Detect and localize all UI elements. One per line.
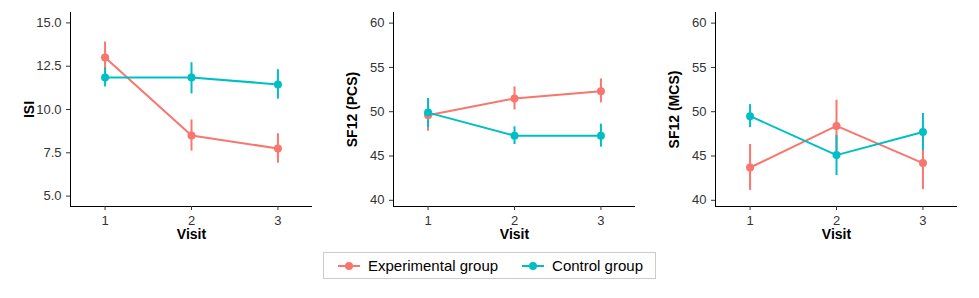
svg-text:SF12 (PCS): SF12 (PCS) (344, 72, 360, 147)
svg-text:60: 60 (692, 15, 706, 30)
svg-text:55: 55 (370, 60, 384, 75)
svg-text:12.5: 12.5 (36, 58, 61, 73)
svg-text:Visit: Visit (177, 226, 207, 242)
svg-text:1: 1 (424, 213, 431, 228)
svg-text:7.5: 7.5 (43, 145, 61, 160)
svg-text:50: 50 (370, 104, 384, 119)
svg-text:SF12 (MCS): SF12 (MCS) (666, 71, 682, 149)
svg-text:1: 1 (101, 213, 108, 228)
html-text:Experimental group: Experimental group (368, 257, 499, 274)
svg-text:3: 3 (274, 213, 281, 228)
svg-text:2: 2 (510, 212, 518, 228)
svg-text:3: 3 (597, 213, 604, 228)
svg-text:3: 3 (919, 213, 926, 228)
svg-text:Visit: Visit (822, 226, 852, 242)
svg-text:ISI: ISI (21, 101, 37, 118)
svg-text:55: 55 (692, 60, 706, 75)
svg-text:60: 60 (370, 15, 384, 30)
svg-text:40: 40 (370, 192, 384, 207)
svg-text:2: 2 (832, 212, 841, 228)
svg-text:10.0: 10.0 (36, 102, 61, 117)
svg-text:45: 45 (370, 148, 384, 163)
svg-text:1: 1 (746, 213, 753, 228)
svg-text:45: 45 (692, 148, 706, 163)
svg-text:50: 50 (692, 104, 706, 119)
svg-text:40: 40 (692, 192, 706, 207)
svg-text:2: 2 (187, 212, 196, 228)
svg-text:15.0: 15.0 (36, 15, 61, 30)
svg-text:5.0: 5.0 (43, 188, 61, 203)
svg-text:Visit: Visit (499, 226, 529, 242)
html-text:Control group: Control group (552, 257, 643, 274)
